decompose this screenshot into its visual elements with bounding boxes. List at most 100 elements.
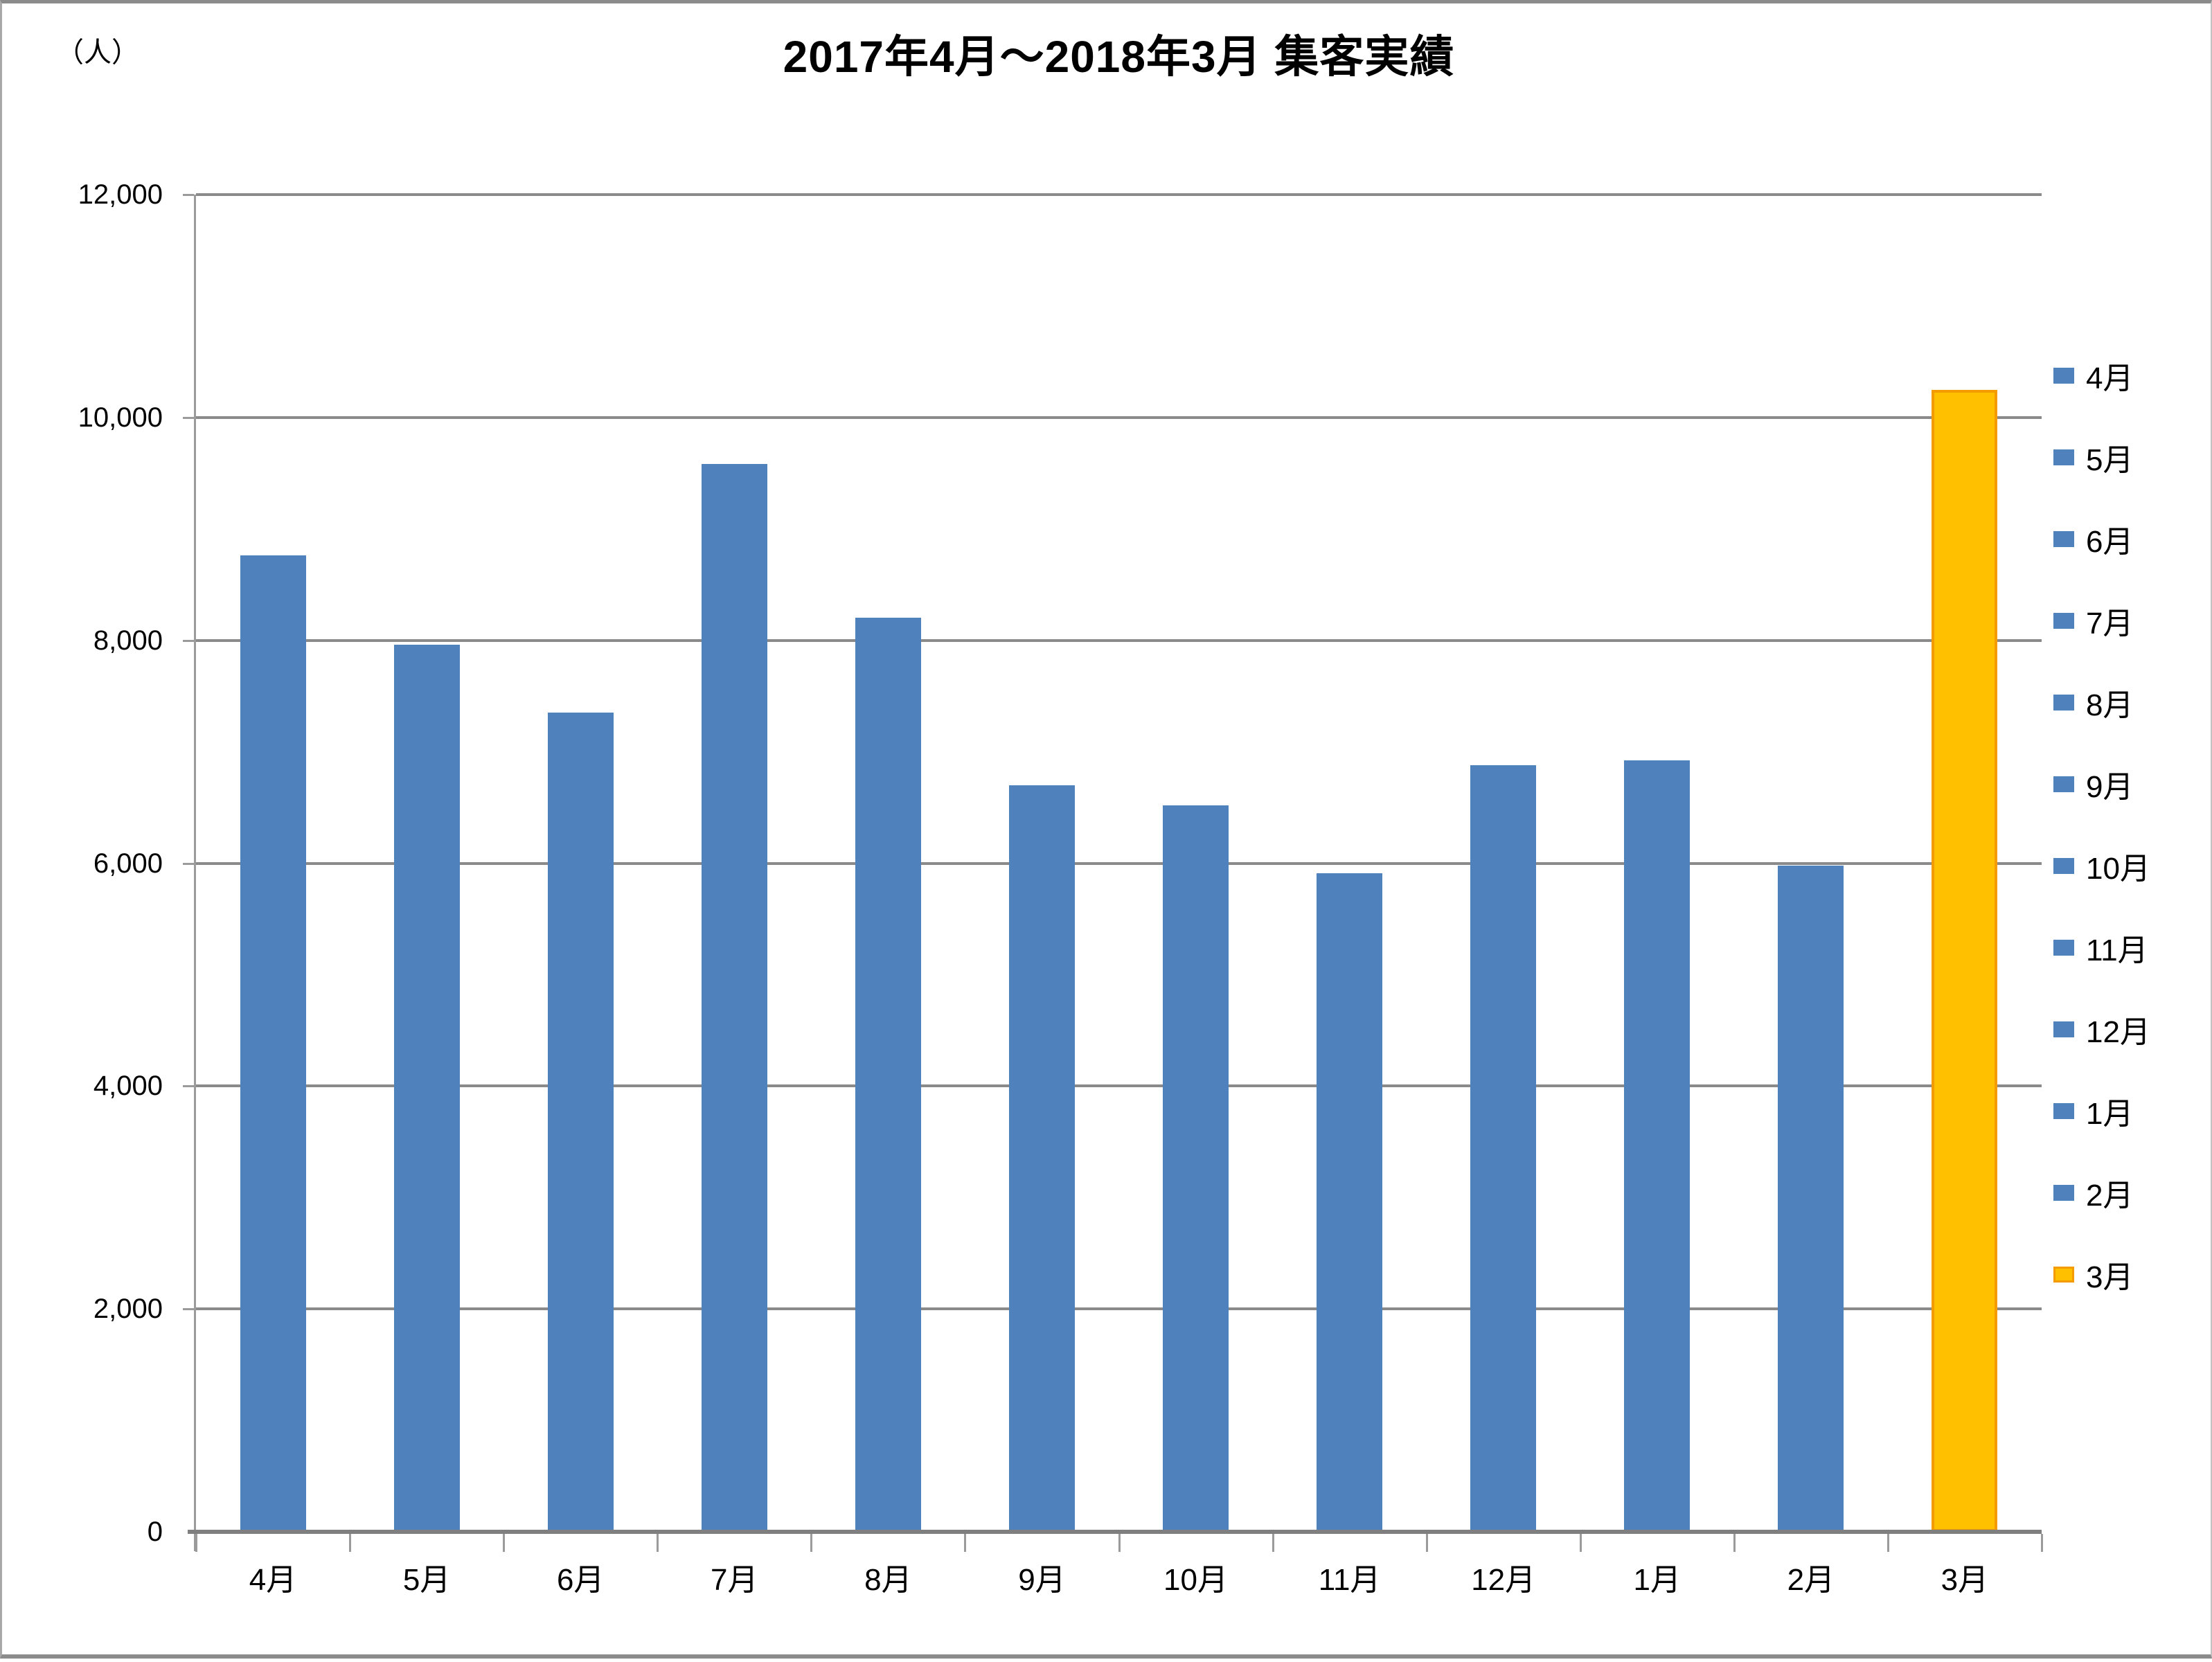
x-axis-tick [1118,1534,1121,1552]
x-axis-tick [1887,1534,1889,1552]
x-axis-label: 2月 [1787,1563,1835,1597]
bar-8月 [855,618,921,1532]
legend-item: 3月 [2053,1233,2212,1315]
bar-10月 [1163,805,1229,1532]
legend-label: 6月 [2086,525,2134,559]
y-axis-line [194,195,196,1551]
legend-item: 12月 [2053,988,2212,1070]
chart-title: 2017年4月～2018年3月 集客実績 [783,32,1455,82]
bar-12月 [1470,765,1537,1532]
chart-legend: 4月 5月 6月 7月 8月 9月 10月 11月 12月 1月 2月 3月 [2053,334,2212,1315]
legend-swatch [2053,857,2074,874]
gridline [196,861,2042,865]
legend-item: 1月 [2053,1070,2212,1152]
y-axis-tick [183,416,194,419]
legend-label: 12月 [2086,1015,2150,1049]
legend-label: 4月 [2086,361,2134,395]
gridline [196,416,2042,419]
gridline [196,1084,2042,1088]
y-axis-tick-label: 4,000 [93,1071,163,1102]
bar-cell [657,195,811,1532]
bar-cell [196,195,350,1532]
y-axis-tick-labels: 12,000 10,000 8,000 6,000 4,000 2,000 0 [2,3,163,1662]
y-axis-unit-label: （人） [56,37,139,68]
y-axis-tick [183,639,194,642]
x-axis-label: 5月 [402,1563,451,1597]
legend-swatch [2053,449,2074,465]
legend-swatch [2053,367,2074,384]
legend-label: 11月 [2086,933,2148,967]
x-axis-label: 7月 [711,1563,758,1597]
legend-swatch [2053,1266,2074,1283]
legend-item: 7月 [2053,580,2212,661]
x-axis-label: 1月 [1633,1563,1681,1597]
legend-swatch [2053,1021,2074,1037]
legend-label: 2月 [2086,1179,2134,1213]
x-axis-line [188,1530,2042,1534]
y-axis-tick-label: 10,000 [78,402,163,433]
bar-3月 [1932,389,1998,1532]
y-axis-tick-label: 0 [147,1517,163,1547]
x-axis-label: 4月 [249,1563,297,1597]
gridline [196,1307,2042,1311]
bar-cell [1734,195,1888,1532]
bar-cell [350,195,503,1532]
plot-area [183,193,2043,1552]
bar-7月 [701,464,767,1532]
legend-item: 10月 [2053,825,2212,906]
bar-cell [965,195,1118,1532]
legend-item: 6月 [2053,498,2212,580]
gridline [196,638,2042,642]
y-axis-tick-label: 2,000 [93,1294,163,1325]
x-axis-label: 3月 [1941,1563,1989,1597]
gridline [196,193,2042,196]
bar-cell [1273,195,1427,1532]
bar-9月 [1008,785,1075,1532]
x-axis-tick [349,1534,352,1552]
bar-cell [1888,195,2042,1532]
y-axis-tick [183,1085,194,1088]
legend-label: 10月 [2086,852,2150,886]
y-axis-tick [183,862,194,865]
legend-label: 9月 [2086,770,2134,804]
x-axis-label: 12月 [1471,1563,1536,1597]
bar-cell [1427,195,1580,1532]
x-axis-label: 9月 [1018,1563,1066,1597]
x-axis-category-labels: 4月 5月 6月 7月 8月 9月 10月 11月 12月 1月 2月 3月 [196,1555,2042,1599]
bar-11月 [1317,873,1383,1532]
legend-swatch [2053,1102,2074,1119]
x-axis-label: 8月 [864,1563,912,1597]
x-axis-label: 11月 [1318,1563,1381,1597]
legend-item: 4月 [2053,334,2212,416]
bar-6月 [547,713,614,1532]
legend-label: 7月 [2086,607,2134,641]
x-axis-tick [657,1534,659,1552]
bar-4月 [240,555,306,1532]
legend-swatch [2053,939,2074,956]
x-axis-tick [503,1534,506,1552]
x-axis-tick [1579,1534,1582,1552]
bar-series [196,195,2042,1532]
x-axis-label: 6月 [556,1563,605,1597]
legend-swatch [2053,776,2074,792]
legend-swatch [2053,530,2074,547]
legend-swatch [2053,1184,2074,1201]
bar-cell [1118,195,1272,1532]
legend-item: 9月 [2053,743,2212,825]
legend-label: 5月 [2086,443,2134,477]
legend-item: 5月 [2053,416,2212,498]
bar-cell [811,195,965,1532]
legend-label: 3月 [2086,1260,2134,1294]
bar-1月 [1624,760,1691,1532]
legend-item: 11月 [2053,906,2212,988]
legend-label: 1月 [2086,1097,2134,1131]
y-axis-tick-label: 8,000 [93,625,163,656]
x-axis-tick [964,1534,967,1552]
legend-item: 2月 [2053,1152,2212,1233]
legend-label: 8月 [2086,688,2134,722]
x-axis-tick [1272,1534,1274,1552]
legend-swatch [2053,612,2074,629]
y-axis-tick-label: 12,000 [78,179,163,210]
bar-2月 [1778,865,1844,1532]
